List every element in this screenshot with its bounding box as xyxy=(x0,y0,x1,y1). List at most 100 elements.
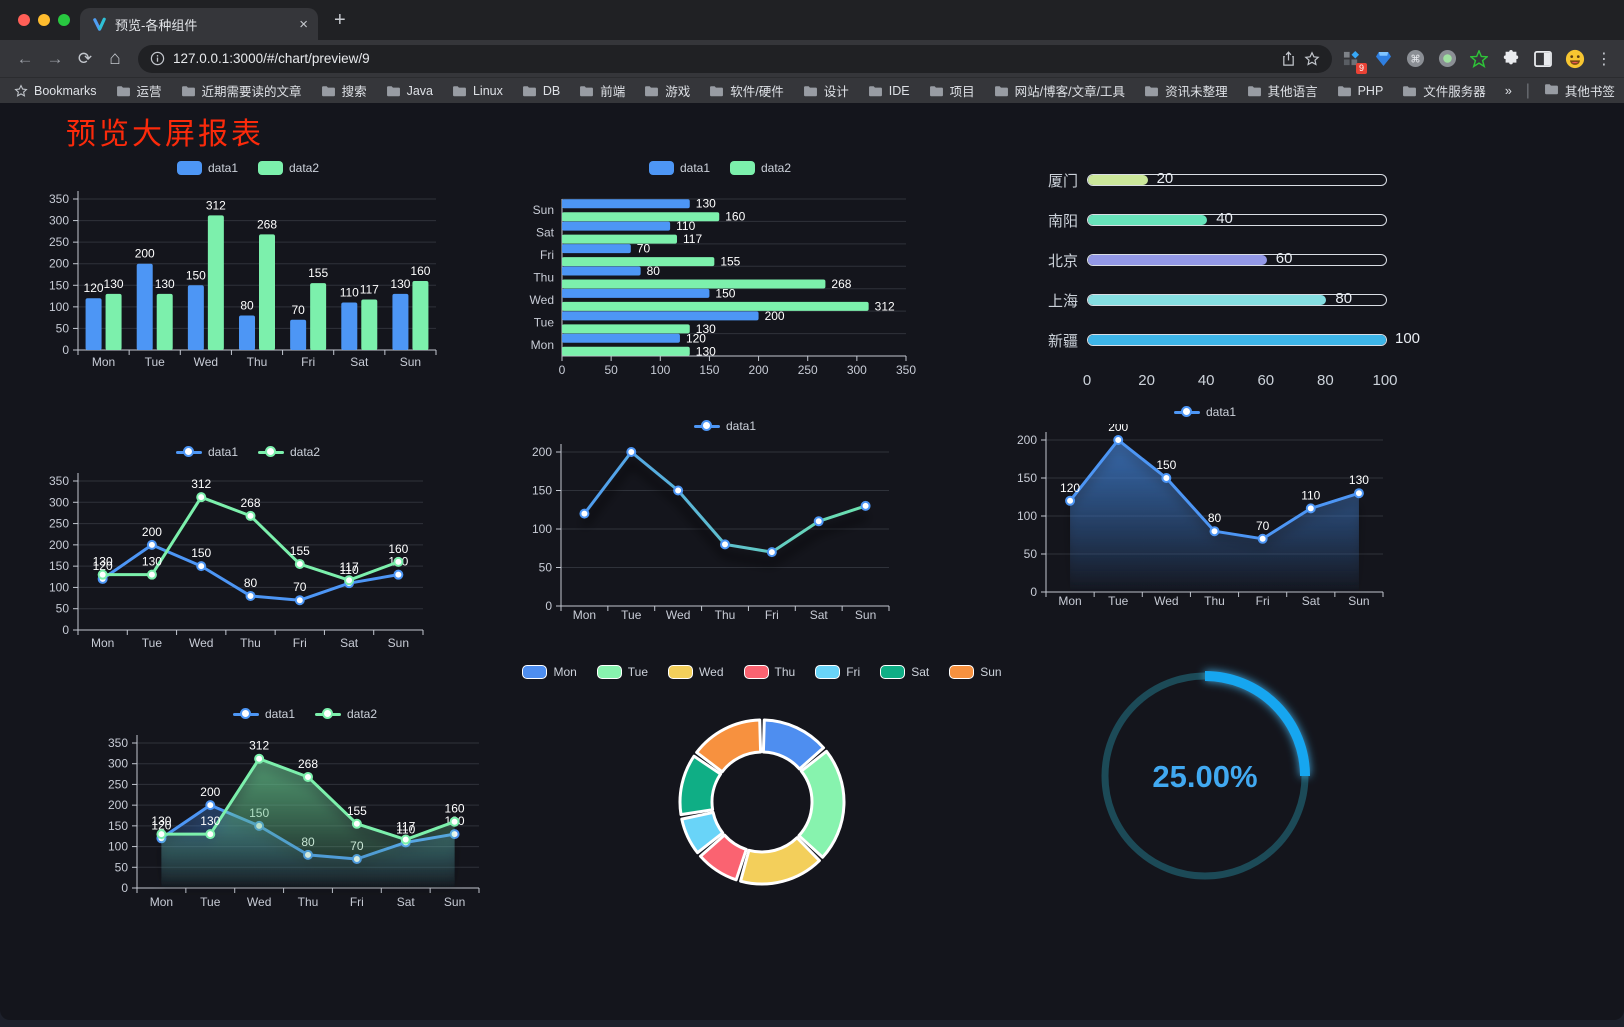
minimize-window-button[interactable] xyxy=(38,14,50,26)
legend-item[interactable]: Sun xyxy=(949,665,1002,679)
legend-item[interactable]: Sat xyxy=(880,665,929,679)
chart-legend: Mon Tue Wed Thu Fri Sat Sun xyxy=(522,660,1002,684)
progress-row[interactable]: 北京 60 xyxy=(1000,240,1420,280)
bookmark-item[interactable]: 前端 xyxy=(579,81,625,100)
svg-text:80: 80 xyxy=(244,576,258,590)
reload-icon[interactable]: ⟳ xyxy=(77,48,93,68)
legend-item[interactable]: data1 xyxy=(693,419,756,433)
star-extension-icon[interactable] xyxy=(1468,48,1490,70)
progress-bar-chart[interactable]: 厦门 20 南阳 40 北京 60 上海 80 新疆 100 0 20 40 60 80 100 xyxy=(1000,160,1420,394)
bookmark-item[interactable]: 资讯未整理 xyxy=(1144,81,1228,100)
line-chart-canvas[interactable]: 0 50 100 150 200 Mon Tue Wed Thu Fri Sat Sun xyxy=(525,438,925,633)
other-bookmarks-folder[interactable]: 其他书签 xyxy=(1544,81,1615,100)
legend-item[interactable]: Wed xyxy=(668,665,724,679)
side-panel-icon[interactable] xyxy=(1532,48,1554,70)
svg-text:Mon: Mon xyxy=(573,608,596,622)
svg-text:200: 200 xyxy=(49,257,69,271)
area-chart-two-series[interactable]: data1 data2 0 50 100 150 200 250 300 350 Mon Tue Wed… xyxy=(95,702,515,918)
svg-text:312: 312 xyxy=(875,299,895,313)
bookmark-item[interactable]: 项目 xyxy=(929,81,975,100)
bookmark-item[interactable]: IDE xyxy=(868,84,910,98)
emoji-profile-icon[interactable] xyxy=(1564,48,1586,70)
back-icon[interactable]: ← xyxy=(16,48,34,68)
record-extension-icon[interactable] xyxy=(1436,48,1458,70)
legend-item[interactable]: data1 xyxy=(176,161,238,175)
bookmark-item[interactable]: DB xyxy=(522,84,560,98)
line-chart-canvas[interactable]: 0 50 100 150 200 Mon Tue Wed Thu Fri Sat Sun 120 200 1… xyxy=(995,424,1415,619)
legend-marker xyxy=(693,420,720,432)
address-bar[interactable]: 127.0.0.1:3000/#/chart/preview/9 xyxy=(138,44,1332,73)
bookmark-item[interactable]: Linux xyxy=(452,84,503,98)
legend-item[interactable]: data2 xyxy=(315,707,377,721)
home-icon[interactable]: ⌂ xyxy=(109,47,121,69)
progress-row[interactable]: 新疆 100 xyxy=(1000,320,1420,360)
bookmark-item[interactable]: 运营 xyxy=(116,81,162,100)
bookmark-item[interactable]: PHP xyxy=(1337,84,1383,98)
svg-text:300: 300 xyxy=(108,757,128,771)
command-extension-icon[interactable]: ⌘ xyxy=(1404,48,1426,70)
donut-chart[interactable]: Mon Tue Wed Thu Fri Sat Sun xyxy=(522,660,1002,909)
horizontal-bar-chart[interactable]: data1 data2 0 50 100 150 200 250 300 350 Sun 130 160… xyxy=(515,156,925,385)
bookmark-item[interactable]: 网站/博客/文章/工具 xyxy=(994,81,1125,100)
bookmark-item[interactable]: 软件/硬件 xyxy=(709,81,784,100)
legend-item[interactable]: data2 xyxy=(258,445,320,459)
gauge-chart-canvas[interactable]: 25.00% xyxy=(1055,645,1355,907)
new-tab-button[interactable]: + xyxy=(334,9,346,31)
window-controls[interactable] xyxy=(18,14,70,26)
area-chart-single[interactable]: data1 0 50 100 150 200 Mon Tue Wed Thu Fri Sat Sun 12… xyxy=(995,400,1415,619)
close-window-button[interactable] xyxy=(18,14,30,26)
svg-text:Sat: Sat xyxy=(536,226,555,240)
gem-extension-icon[interactable] xyxy=(1372,48,1394,70)
legend-item[interactable]: data1 xyxy=(175,445,238,459)
donut-chart-canvas[interactable] xyxy=(552,684,972,909)
legend-item[interactable]: data2 xyxy=(730,161,791,175)
progress-row[interactable]: 南阳 40 xyxy=(1000,200,1420,240)
line-chart-canvas[interactable]: 0 50 100 150 200 250 300 350 Mon Tue Wed Thu Fri Sat S… xyxy=(38,464,458,660)
bookmark-item[interactable]: 近期需要读的文章 xyxy=(181,81,302,100)
share-icon[interactable] xyxy=(1281,50,1296,67)
svg-text:Wed: Wed xyxy=(530,293,554,307)
folder-icon xyxy=(181,85,195,96)
bookmark-item[interactable]: 其他语言 xyxy=(1247,81,1318,100)
svg-text:Mon: Mon xyxy=(91,636,114,650)
maximize-window-button[interactable] xyxy=(58,14,70,26)
gauge-chart[interactable]: 25.00% xyxy=(1055,645,1355,907)
svg-text:130: 130 xyxy=(104,277,124,291)
bookmarks-root[interactable]: Bookmarks xyxy=(14,84,97,98)
url-text[interactable]: 127.0.0.1:3000/#/chart/preview/9 xyxy=(173,51,370,66)
grouped-bar-chart[interactable]: data1 data2 0 50 100 150 200 250 300 350 Mon Tue Wed… xyxy=(38,156,458,376)
bookmarks-overflow-chevron[interactable]: » xyxy=(1504,83,1512,98)
legend-swatch xyxy=(730,161,755,175)
puzzle-extensions-icon[interactable] xyxy=(1500,48,1522,70)
bookmark-star-icon[interactable] xyxy=(1304,50,1320,67)
legend-item[interactable]: Thu xyxy=(743,665,795,679)
browser-menu-icon[interactable]: ⋮ xyxy=(1596,50,1612,68)
tab-close-icon[interactable]: × xyxy=(299,15,308,33)
legend-item[interactable]: Mon xyxy=(522,665,577,679)
progress-row[interactable]: 上海 80 xyxy=(1000,280,1420,320)
legend-item[interactable]: data1 xyxy=(1173,405,1236,419)
gradient-line-chart[interactable]: data1 0 50 100 150 200 Mon Tue Wed Thu Fri Sat Sun xyxy=(525,414,925,633)
svg-text:155: 155 xyxy=(720,255,740,269)
legend-item[interactable]: data2 xyxy=(258,161,319,175)
forward-icon[interactable]: → xyxy=(46,48,64,68)
bookmark-item[interactable]: Java xyxy=(386,84,433,98)
browser-tab[interactable]: 预览-各种组件 × xyxy=(80,8,318,40)
progress-row[interactable]: 厦门 20 xyxy=(1000,160,1420,200)
legend-item[interactable]: Fri xyxy=(815,665,860,679)
bookmark-item[interactable]: 游戏 xyxy=(644,81,690,100)
line-chart-two-series[interactable]: data1 data2 0 50 100 150 200 250 300 350 Mon Tue Wed… xyxy=(38,440,458,660)
proxy-extension-icon[interactable]: 9 xyxy=(1340,48,1367,74)
legend-item[interactable]: data1 xyxy=(232,707,295,721)
bookmark-item[interactable]: 搜索 xyxy=(321,81,367,100)
page-info-icon[interactable] xyxy=(150,51,165,66)
svg-text:312: 312 xyxy=(206,198,226,212)
legend-item[interactable]: Tue xyxy=(596,665,648,679)
legend-item[interactable]: data1 xyxy=(648,161,710,175)
line-chart-canvas[interactable]: 0 50 100 150 200 250 300 350 Mon Tue Wed Thu Fri Sat S… xyxy=(95,726,515,918)
bookmark-item[interactable]: 设计 xyxy=(803,81,849,100)
svg-text:130: 130 xyxy=(1349,473,1369,487)
bookmark-item[interactable]: 文件服务器 xyxy=(1402,81,1486,100)
bar-chart-canvas[interactable]: 0 50 100 150 200 250 300 350 Mon Tue Wed Thu Fri Sat S… xyxy=(38,180,458,376)
